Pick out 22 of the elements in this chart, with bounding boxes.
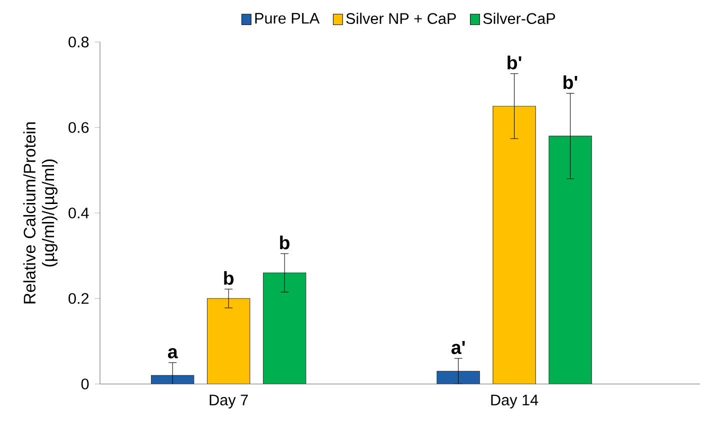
y-tick-label: 0.8 (68, 36, 89, 48)
annotation: b (280, 236, 290, 250)
annotation: b (224, 271, 234, 285)
annotation: a' (451, 341, 465, 354)
bar (548, 136, 592, 384)
annotation: a (168, 348, 178, 358)
x-tick-label: Day 7 (210, 394, 248, 408)
annotation: b' (564, 75, 578, 90)
y-tick-label: 0.4 (68, 208, 89, 218)
y-tick-label: 0 (81, 378, 89, 390)
x-tick-label: Day 14 (491, 394, 538, 408)
y-tick-label: 0.2 (68, 293, 89, 304)
legend-label: Pure PLA (255, 13, 320, 24)
y-tick-label: 0.6 (68, 122, 89, 133)
legend-label: Silver-CaP (483, 12, 556, 24)
y-axis-title: Relative Calcium/Protein (µg/ml)/(µg/ml) (23, 122, 58, 304)
bar (436, 370, 480, 384)
bar (262, 272, 306, 384)
bar (492, 106, 536, 384)
annotation: b' (508, 56, 522, 70)
legend-label: Silver NP + CaP (346, 12, 456, 24)
bar (206, 298, 250, 384)
